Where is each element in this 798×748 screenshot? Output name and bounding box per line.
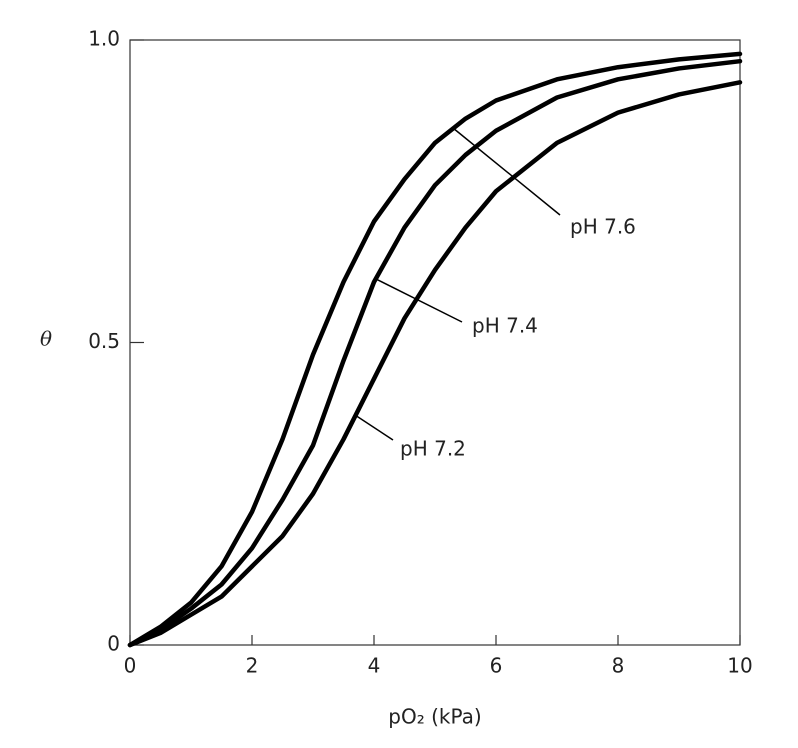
label-leader <box>373 277 463 323</box>
plot-frame <box>129 39 741 646</box>
y-tick-label: 1.0 <box>88 27 120 51</box>
x-axis-label: pO₂ (kPa) <box>388 705 481 729</box>
y-tick-label: 0.5 <box>88 329 120 353</box>
y-tick-label: 0 <box>107 632 120 656</box>
series-label: pH 7.6 <box>570 215 636 239</box>
x-tick-label: 2 <box>246 654 259 678</box>
x-tick-label: 4 <box>368 654 381 678</box>
curve <box>127 51 743 648</box>
label-leader <box>452 127 561 216</box>
series-label: pH 7.4 <box>472 314 538 338</box>
label-leader <box>354 414 394 441</box>
curve <box>127 58 743 648</box>
x-tick-label: 0 <box>124 654 137 678</box>
y-axis-label: θ <box>40 327 52 351</box>
series-label: pH 7.2 <box>400 437 466 461</box>
x-tick-label: 6 <box>490 654 503 678</box>
x-tick-label: 10 <box>727 654 752 678</box>
curve <box>127 80 743 648</box>
x-tick-label: 8 <box>612 654 625 678</box>
